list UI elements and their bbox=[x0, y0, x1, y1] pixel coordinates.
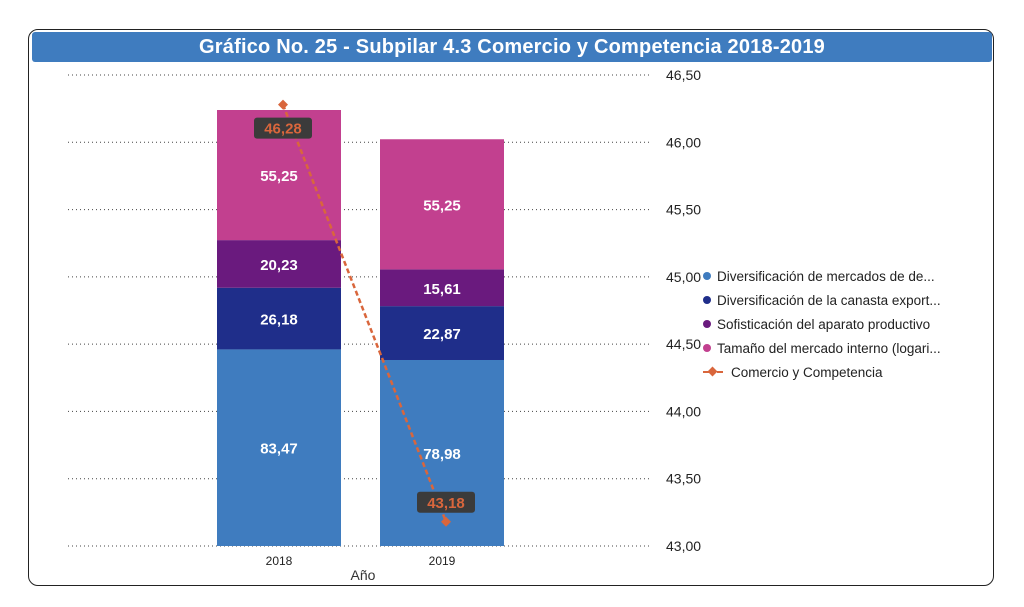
chart-frame bbox=[28, 29, 994, 586]
line-series bbox=[281, 104, 448, 523]
y-tick-label: 46,50 bbox=[666, 67, 701, 83]
bar-segment bbox=[380, 269, 504, 307]
legend-label-line: Comercio y Competencia bbox=[731, 364, 883, 380]
chart-title-bar: Gráfico No. 25 - Subpilar 4.3 Comercio y… bbox=[32, 32, 992, 62]
legend-marker-line bbox=[703, 366, 723, 377]
legend-label-series-4: Tamaño del mercado interno (logari... bbox=[717, 340, 941, 356]
bar-value-label: 22,87 bbox=[423, 326, 461, 343]
legend-item-series-3[interactable]: Sofisticación del aparato productivo bbox=[703, 312, 941, 336]
chart-title: Gráfico No. 25 - Subpilar 4.3 Comercio y… bbox=[199, 35, 825, 58]
bar-value-label: 26,18 bbox=[260, 312, 298, 329]
bar-segment bbox=[217, 240, 341, 288]
y-tick-label: 46,00 bbox=[666, 134, 701, 150]
y-tick-label: 45,50 bbox=[666, 202, 701, 218]
bar-segment bbox=[380, 359, 504, 546]
bar-segment bbox=[217, 287, 341, 350]
legend-marker-series-1 bbox=[703, 272, 711, 280]
legend-marker-series-3 bbox=[703, 320, 711, 328]
legend-marker-series-4 bbox=[703, 344, 711, 352]
line-value-label: 46,28 bbox=[264, 121, 302, 138]
legend-marker-series-2 bbox=[703, 296, 711, 304]
legend-item-line[interactable]: Comercio y Competencia bbox=[703, 360, 941, 384]
legend-item-series-1[interactable]: Diversificación de mercados de de... bbox=[703, 264, 941, 288]
y-tick-label: 44,00 bbox=[666, 403, 701, 419]
line-label-box bbox=[254, 117, 312, 139]
legend-item-series-2[interactable]: Diversificación de la canasta export... bbox=[703, 288, 941, 312]
x-tick-label: 2018 bbox=[266, 554, 293, 568]
chart-legend: Diversificación de mercados de de... Div… bbox=[703, 264, 941, 384]
x-axis-title: Año bbox=[351, 567, 376, 583]
line-label-box bbox=[417, 491, 475, 513]
line-point bbox=[441, 516, 451, 527]
bar-value-label: 20,23 bbox=[260, 257, 298, 274]
bar-value-label: 78,98 bbox=[423, 446, 461, 463]
x-tick-label: 2019 bbox=[429, 554, 456, 568]
bar-value-label: 55,25 bbox=[423, 197, 461, 214]
bar-value-label: 15,61 bbox=[423, 281, 461, 298]
line-value-label: 43,18 bbox=[427, 495, 465, 512]
legend-item-series-4[interactable]: Tamaño del mercado interno (logari... bbox=[703, 336, 941, 360]
y-tick-label: 43,00 bbox=[666, 538, 701, 554]
y-tick-label: 45,00 bbox=[666, 269, 701, 285]
bar-value-label: 55,25 bbox=[260, 168, 298, 185]
line-point bbox=[278, 99, 288, 110]
legend-label-series-1: Diversificación de mercados de de... bbox=[717, 268, 935, 284]
bar-segment bbox=[217, 349, 341, 546]
y-tick-label: 44,50 bbox=[666, 336, 701, 352]
legend-label-series-3: Sofisticación del aparato productivo bbox=[717, 316, 931, 332]
bar-segment bbox=[380, 306, 504, 360]
y-tick-label: 43,50 bbox=[666, 471, 701, 487]
legend-label-series-2: Diversificación de la canasta export... bbox=[717, 292, 941, 308]
bar-value-label: 83,47 bbox=[260, 441, 298, 458]
bar-segment bbox=[380, 139, 504, 270]
